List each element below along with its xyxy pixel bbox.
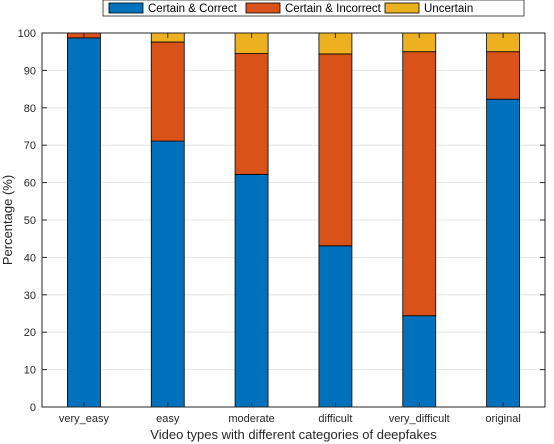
legend-swatch xyxy=(245,2,281,14)
x-tick-label: very_easy xyxy=(59,413,110,425)
bar-segment-moderate-0 xyxy=(234,173,269,408)
axis-ticks: 0 10 20 30 40 50 60 70 80 90 100 very_easy easy moder… xyxy=(18,28,545,425)
bar-segment-easy-1 xyxy=(150,41,185,142)
legend-swatch xyxy=(108,2,144,14)
y-tick-label: 100 xyxy=(18,28,36,40)
x-axis-title: Video types with different categories of… xyxy=(150,427,437,442)
legend-label: Certain & Incorrect xyxy=(285,3,382,15)
x-tick-label: original xyxy=(485,413,520,425)
y-tick-label: 20 xyxy=(24,327,36,339)
bar-segment-original-1 xyxy=(486,51,520,100)
legend-swatch xyxy=(384,2,420,14)
legend-label: Uncertain xyxy=(424,3,473,15)
legend: Certain & Correct Certain & Incorrect Unce… xyxy=(102,0,525,17)
y-tick-label: 90 xyxy=(24,65,36,77)
x-tick-label: difficult xyxy=(318,413,352,425)
bars xyxy=(67,32,520,408)
y-tick-label: 40 xyxy=(24,252,36,264)
y-tick-label: 10 xyxy=(24,365,36,377)
bar-segment-difficult-1 xyxy=(318,53,353,247)
x-tick-label: easy xyxy=(156,413,180,425)
legend-label: Certain & Correct xyxy=(148,3,238,15)
y-tick-label: 60 xyxy=(24,178,36,190)
bar-segment-moderate-1 xyxy=(234,53,269,175)
bar-segment-very_difficult-0 xyxy=(402,315,437,408)
y-axis-title: Percentage (%) xyxy=(0,175,15,265)
y-tick-label: 50 xyxy=(24,215,36,227)
x-tick-label: very_difficult xyxy=(389,413,450,425)
x-tick-label: moderate xyxy=(228,413,274,425)
bar-segment-difficult-0 xyxy=(318,245,353,408)
y-tick-label: 0 xyxy=(30,402,36,414)
bar-segment-very_difficult-1 xyxy=(402,51,437,317)
y-tick-label: 80 xyxy=(24,103,36,115)
grid-lines xyxy=(42,32,545,408)
y-tick-label: 30 xyxy=(24,290,36,302)
bar-segment-very_easy-0 xyxy=(67,37,101,408)
bar-segment-easy-0 xyxy=(150,140,185,408)
y-tick-label: 70 xyxy=(24,140,36,152)
bar-segment-original-0 xyxy=(486,98,520,408)
